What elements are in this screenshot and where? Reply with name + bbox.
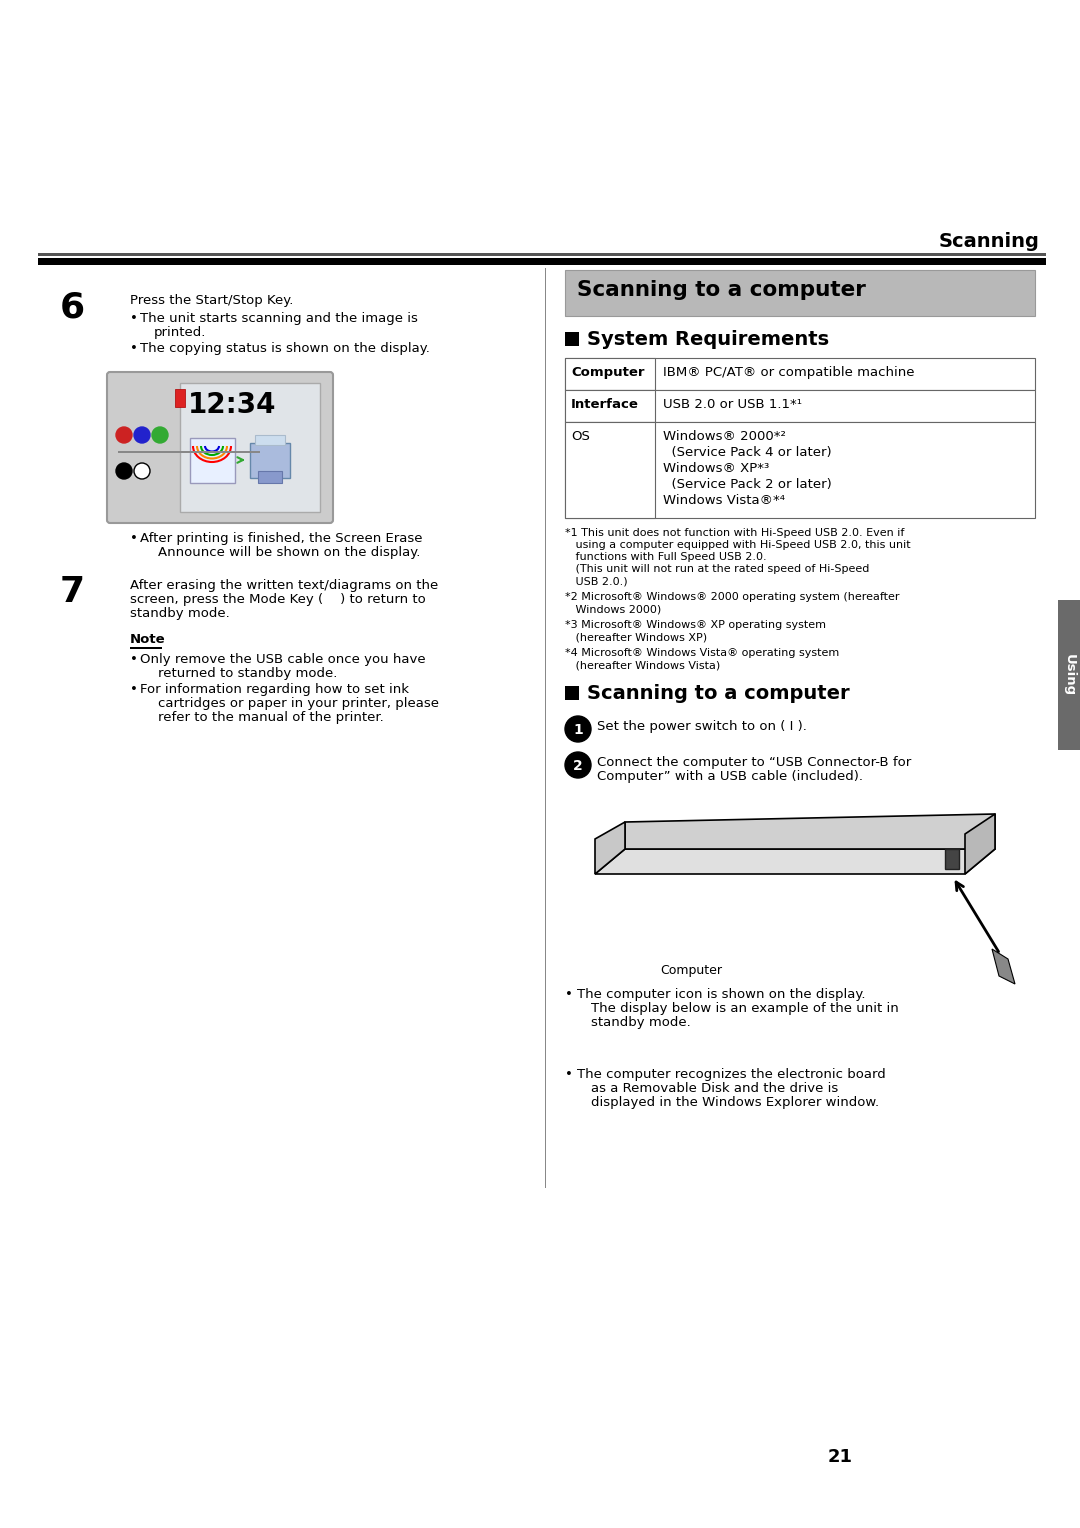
Text: Computer: Computer	[660, 964, 723, 976]
Bar	[565, 390, 654, 422]
Text: After erasing the written text/diagrams on the: After erasing the written text/diagrams …	[130, 579, 438, 591]
Text: *1 This unit does not function with Hi-Speed USB 2.0. Even if: *1 This unit does not function with Hi-S…	[565, 529, 904, 538]
Bar	[565, 358, 654, 390]
Text: The unit starts scanning and the image is: The unit starts scanning and the image i…	[140, 312, 418, 325]
Polygon shape	[595, 850, 995, 874]
Circle shape	[116, 463, 132, 478]
Circle shape	[565, 717, 591, 743]
Text: 6: 6	[60, 290, 85, 324]
Text: Press the Start/Stop Key.: Press the Start/Stop Key.	[130, 293, 294, 307]
Circle shape	[565, 752, 591, 778]
Text: as a Removable Disk and the drive is: as a Removable Disk and the drive is	[591, 1082, 838, 1096]
Text: (hereafter Windows Vista): (hereafter Windows Vista)	[565, 660, 720, 669]
Text: •: •	[130, 342, 138, 354]
Bar	[1058, 601, 1080, 750]
Text: returned to standby mode.: returned to standby mode.	[158, 668, 337, 680]
Text: Computer” with a USB cable (included).: Computer” with a USB cable (included).	[597, 770, 863, 782]
Text: 12:34: 12:34	[188, 391, 276, 419]
Polygon shape	[595, 822, 625, 874]
Text: *4 Microsoft® Windows Vista® operating system: *4 Microsoft® Windows Vista® operating s…	[565, 648, 839, 659]
Bar	[249, 443, 291, 478]
Bar	[565, 422, 654, 518]
Bar	[945, 850, 959, 869]
Bar	[255, 435, 285, 445]
Bar	[175, 390, 185, 406]
Text: •: •	[130, 312, 138, 325]
Text: For information regarding how to set ink: For information regarding how to set ink	[140, 683, 409, 695]
Text: Set the power switch to on ( I ).: Set the power switch to on ( I ).	[597, 720, 807, 733]
Text: Windows® XP*³: Windows® XP*³	[663, 461, 769, 475]
Text: 2: 2	[573, 759, 583, 773]
Text: The display below is an example of the unit in: The display below is an example of the u…	[591, 1002, 899, 1015]
Text: refer to the manual of the printer.: refer to the manual of the printer.	[158, 711, 383, 724]
Text: Scanning to a computer: Scanning to a computer	[577, 280, 866, 299]
Bar	[180, 384, 320, 512]
Text: *2 Microsoft® Windows® 2000 operating system (hereafter: *2 Microsoft® Windows® 2000 operating sy…	[565, 591, 900, 602]
Text: (Service Pack 4 or later): (Service Pack 4 or later)	[663, 446, 832, 458]
Circle shape	[134, 426, 150, 443]
Bar	[575, 795, 1025, 973]
Text: Using: Using	[1063, 654, 1076, 697]
Bar	[190, 439, 235, 483]
Text: •: •	[565, 1068, 572, 1080]
Text: Interface: Interface	[571, 397, 639, 411]
Text: Connect the computer to “USB Connector-B for: Connect the computer to “USB Connector-B…	[597, 756, 912, 769]
Text: 7: 7	[60, 575, 85, 610]
Text: Scanning: Scanning	[940, 232, 1040, 251]
Bar	[565, 332, 579, 345]
Text: Computer: Computer	[571, 367, 645, 379]
Bar	[38, 254, 1047, 257]
Text: standby mode.: standby mode.	[130, 607, 230, 620]
Text: *3 Microsoft® Windows® XP operating system: *3 Microsoft® Windows® XP operating syst…	[565, 620, 826, 630]
Bar	[565, 270, 1035, 316]
Text: OS: OS	[571, 429, 590, 443]
Text: •: •	[130, 652, 138, 666]
Text: printed.: printed.	[154, 325, 206, 339]
Bar	[565, 390, 1035, 422]
Text: (This unit will not run at the rated speed of Hi-Speed: (This unit will not run at the rated spe…	[565, 564, 869, 575]
Polygon shape	[966, 814, 995, 874]
Text: Windows 2000): Windows 2000)	[565, 604, 661, 614]
Text: displayed in the Windows Explorer window.: displayed in the Windows Explorer window…	[591, 1096, 879, 1109]
Bar	[565, 358, 1035, 390]
FancyBboxPatch shape	[107, 371, 333, 523]
Text: 21: 21	[827, 1449, 852, 1465]
Bar	[38, 258, 1047, 264]
Bar	[565, 686, 579, 700]
Text: The computer icon is shown on the display.: The computer icon is shown on the displa…	[577, 989, 865, 1001]
Text: After printing is finished, the Screen Erase: After printing is finished, the Screen E…	[140, 532, 422, 545]
Text: Windows Vista®*⁴: Windows Vista®*⁴	[663, 494, 785, 507]
Text: using a computer equipped with Hi-Speed USB 2.0, this unit: using a computer equipped with Hi-Speed …	[565, 539, 910, 550]
Text: The copying status is shown on the display.: The copying status is shown on the displ…	[140, 342, 430, 354]
Text: IBM® PC/AT® or compatible machine: IBM® PC/AT® or compatible machine	[663, 367, 915, 379]
Text: Only remove the USB cable once you have: Only remove the USB cable once you have	[140, 652, 426, 666]
Bar	[258, 471, 282, 483]
Text: cartridges or paper in your printer, please: cartridges or paper in your printer, ple…	[158, 697, 438, 711]
Text: USB 2.0 or USB 1.1*¹: USB 2.0 or USB 1.1*¹	[663, 397, 802, 411]
Circle shape	[116, 426, 132, 443]
Text: The computer recognizes the electronic board: The computer recognizes the electronic b…	[577, 1068, 886, 1080]
Text: screen, press the Mode Key (    ) to return to: screen, press the Mode Key ( ) to return…	[130, 593, 426, 607]
Text: standby mode.: standby mode.	[591, 1016, 691, 1028]
Text: 1: 1	[573, 723, 583, 736]
Polygon shape	[993, 949, 1015, 984]
Text: •: •	[130, 532, 138, 545]
Text: Announce will be shown on the display.: Announce will be shown on the display.	[158, 545, 420, 559]
Text: System Requirements: System Requirements	[588, 330, 829, 348]
Text: Scanning to a computer: Scanning to a computer	[588, 685, 850, 703]
Text: (hereafter Windows XP): (hereafter Windows XP)	[565, 633, 707, 642]
Text: USB 2.0.): USB 2.0.)	[565, 576, 627, 587]
Text: Note: Note	[130, 633, 165, 646]
Text: (Service Pack 2 or later): (Service Pack 2 or later)	[663, 478, 832, 490]
Polygon shape	[625, 814, 995, 850]
Bar	[565, 422, 1035, 518]
Text: Windows® 2000*²: Windows® 2000*²	[663, 429, 786, 443]
Text: •: •	[565, 989, 572, 1001]
Text: •: •	[130, 683, 138, 695]
Circle shape	[152, 426, 168, 443]
Text: functions with Full Speed USB 2.0.: functions with Full Speed USB 2.0.	[565, 552, 767, 562]
Circle shape	[134, 463, 150, 478]
